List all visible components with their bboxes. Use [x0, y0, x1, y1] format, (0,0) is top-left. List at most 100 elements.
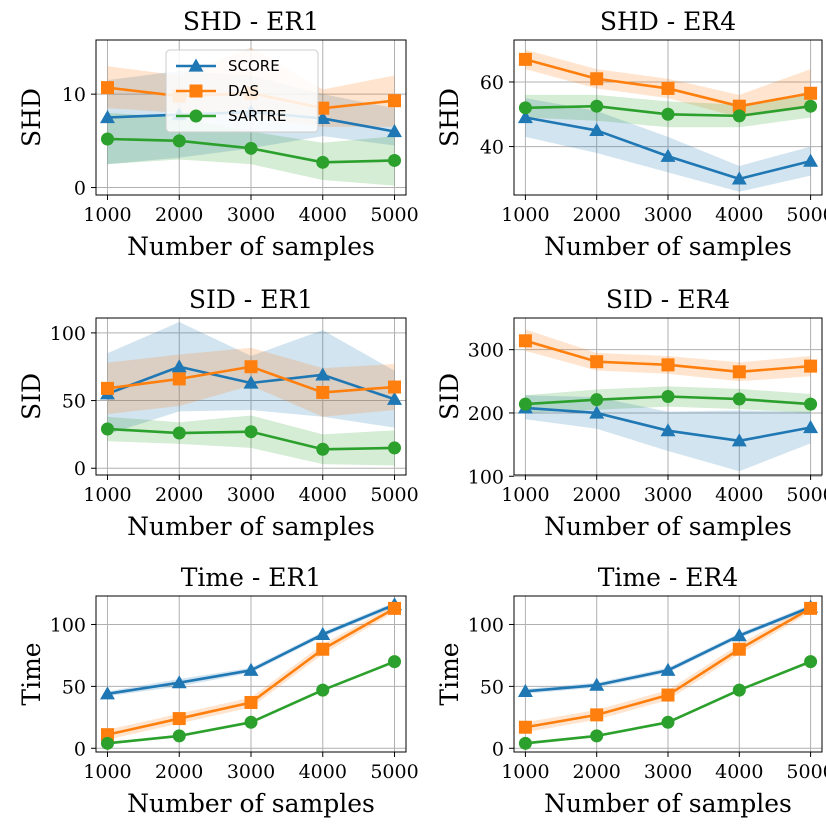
x-tick-label: 1000	[501, 761, 549, 783]
data-point-score	[315, 110, 331, 125]
y-tick-label: 100	[468, 614, 504, 636]
data-point-das	[804, 86, 818, 100]
data-point-sartre	[244, 141, 258, 155]
y-tick-label: 0	[74, 458, 86, 480]
data-point-das	[244, 360, 258, 374]
chart-panel-1: 1000 2000 3000 4000 5000 0 10 SHD - ER1 Number o…	[17, 7, 419, 261]
chart-panel-5: 1000 2000 3000 4000 5000 0 50 100 Time - ER1 Numb…	[17, 563, 419, 818]
data-point-score	[315, 367, 331, 381]
data-point-score	[315, 626, 331, 640]
legend-label-sartre: SARTRE	[228, 107, 286, 125]
x-axis-label: Number of samples	[544, 789, 792, 818]
data-point-score	[243, 662, 259, 676]
legend-marker-sartre	[189, 109, 203, 123]
data-point-sartre	[804, 99, 818, 113]
band-score	[525, 98, 811, 192]
data-point-sartre	[100, 132, 114, 146]
x-tick-label: 3000	[227, 761, 275, 783]
x-axis-label: Number of samples	[127, 789, 375, 818]
data-point-das	[316, 642, 330, 656]
data-point-das	[244, 695, 258, 709]
data-point-sartre	[518, 101, 532, 115]
y-tick-label: 300	[468, 340, 504, 362]
data-point-sartre	[388, 441, 402, 455]
data-point-sartre	[661, 107, 675, 121]
x-tick-label: 4000	[299, 484, 347, 506]
data-point-score	[660, 148, 676, 162]
data-point-score	[171, 675, 187, 689]
legend-label-score: SCORE	[228, 57, 280, 75]
chart-title: SHD - ER4	[600, 7, 736, 36]
data-point-das	[804, 601, 818, 615]
x-tick-label: 5000	[370, 204, 418, 226]
data-point-das	[172, 372, 186, 386]
x-tick-label: 2000	[155, 204, 203, 226]
data-point-sartre	[518, 736, 532, 750]
data-point-das	[388, 94, 402, 108]
y-tick-label: 100	[468, 466, 504, 488]
x-tick-label: 1000	[501, 484, 549, 506]
data-point-das	[518, 720, 532, 734]
band-das	[107, 604, 395, 740]
data-point-das	[388, 601, 402, 615]
data-point-sartre	[244, 715, 258, 729]
y-axis-label: SID	[17, 373, 46, 420]
x-tick-label: 1000	[83, 761, 131, 783]
data-point-score	[589, 405, 605, 419]
data-point-das	[661, 358, 675, 372]
y-axis-label: Time	[435, 642, 464, 705]
chart-panel-4: 1000 2000 3000 4000 5000 100 200 300 SID - ER4 Nu…	[435, 285, 826, 541]
x-tick-label: 4000	[715, 484, 763, 506]
legend: SCORE DAS SARTRE	[165, 49, 319, 133]
x-tick-label: 4000	[715, 204, 763, 226]
data-point-das	[316, 385, 330, 399]
data-point-score	[243, 375, 259, 389]
data-point-sartre	[316, 155, 330, 169]
y-tick-label: 50	[480, 676, 504, 698]
data-point-sartre	[172, 426, 186, 440]
data-point-sartre	[388, 153, 402, 167]
y-axis-label: SID	[435, 373, 464, 420]
x-axis-label: Number of samples	[544, 232, 792, 261]
x-tick-label: 2000	[573, 761, 621, 783]
data-point-score	[100, 686, 115, 700]
x-tick-label: 5000	[786, 761, 826, 783]
data-point-das	[732, 642, 746, 656]
data-point-sartre	[518, 397, 532, 411]
chart-panel-3: 1000 2000 3000 4000 5000 0 50 100 SID - ER1 Numbe…	[17, 285, 419, 541]
data-point-sartre	[590, 393, 604, 407]
chart-title: SID - ER1	[189, 285, 313, 314]
legend-marker-score	[188, 58, 204, 72]
data-point-das	[316, 101, 330, 115]
x-axis-label: Number of samples	[544, 512, 792, 541]
data-point-das	[518, 52, 532, 66]
data-point-das	[100, 381, 114, 395]
x-tick-label: 2000	[155, 484, 203, 506]
x-tick-label: 1000	[501, 204, 549, 226]
legend-marker-das	[189, 84, 203, 98]
data-point-sartre	[316, 442, 330, 456]
x-axis-label: Number of samples	[127, 512, 375, 541]
data-point-sartre	[100, 422, 114, 436]
x-tick-label: 3000	[644, 204, 692, 226]
x-axis-label: Number of samples	[127, 232, 375, 261]
data-point-score	[803, 153, 819, 167]
legend-label-das: DAS	[228, 82, 259, 100]
data-point-sartre	[172, 729, 186, 743]
x-tick-label: 3000	[227, 484, 275, 506]
y-tick-label: 100	[50, 323, 86, 345]
data-point-das	[590, 72, 604, 86]
y-axis-label: SHD	[17, 88, 46, 147]
y-tick-label: 10	[62, 84, 86, 106]
chart-title: SHD - ER1	[183, 7, 319, 36]
data-point-sartre	[590, 729, 604, 743]
chart-title: SID - ER4	[606, 285, 730, 314]
data-point-score	[589, 677, 605, 691]
data-point-das	[661, 688, 675, 702]
x-tick-label: 3000	[644, 761, 692, 783]
y-tick-label: 200	[468, 403, 504, 425]
y-tick-label: 60	[480, 72, 504, 94]
data-point-das	[388, 380, 402, 394]
x-tick-label: 3000	[644, 484, 692, 506]
data-point-score	[517, 110, 533, 124]
